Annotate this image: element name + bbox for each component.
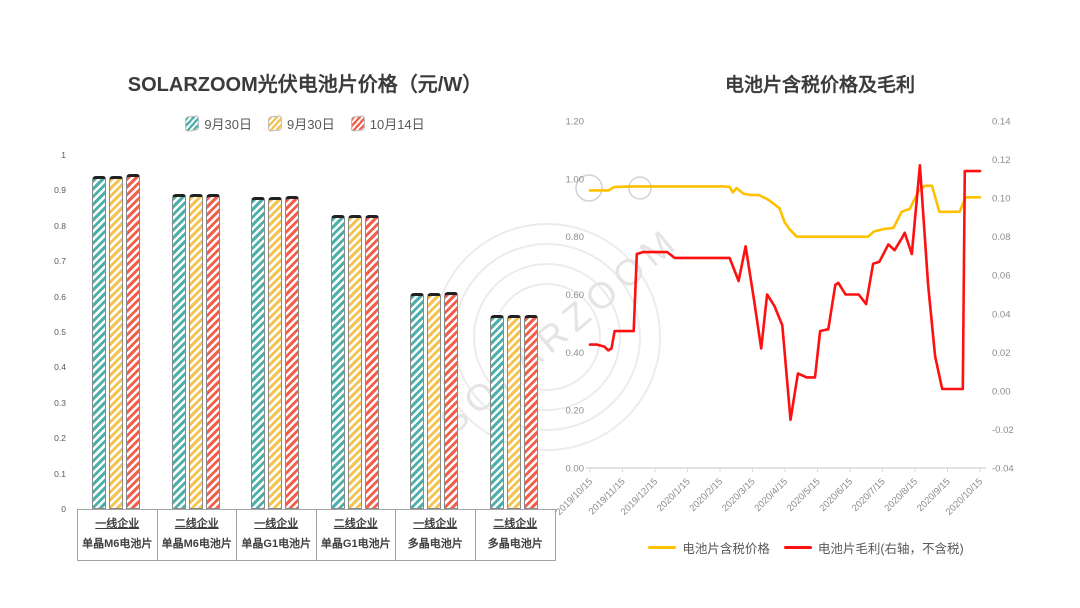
bar-y-axis-tick-label: 0.7	[54, 256, 66, 267]
bar-y-axis-tick-label: 0.9	[54, 185, 66, 196]
bar-legend-swatch-icon	[185, 115, 200, 132]
left-axis-tick-label: 0.00	[566, 464, 585, 475]
category-product-label: 单晶M6电池片	[161, 538, 232, 550]
bar-y-axis-tick-label: 1	[61, 150, 66, 160]
bar-1-series-2	[109, 176, 123, 509]
line-legend-label: 电池片含税价格	[682, 542, 770, 556]
right-axis-tick-label: 0.04	[992, 309, 1011, 320]
right-axis-tick-label: 0.12	[992, 155, 1011, 166]
category-product-label: 单晶G1电池片	[320, 538, 391, 550]
left-axis-tick-label: 0.20	[566, 406, 585, 417]
category-product-label: 多晶电池片	[407, 538, 463, 550]
bar-y-axis-tick-label: 0.8	[54, 220, 66, 231]
right-axis-tick-label: -0.04	[992, 464, 1014, 475]
right-axis-tick-label: 0.14	[992, 117, 1011, 128]
line-chart-title: 电池片含税价格及毛利	[724, 75, 915, 96]
bar-legend-label: 10月14日	[369, 117, 425, 132]
watermark-circle	[575, 174, 603, 202]
date-tick-label: 2020/4/15	[752, 476, 790, 514]
right-axis-tick-label: 0.08	[992, 232, 1011, 243]
left-axis-tick-label: 0.40	[566, 348, 585, 359]
right-axis-tick-label: 0.10	[992, 194, 1011, 205]
line-legend-swatch-icon	[783, 546, 812, 549]
bar-4-series-1	[330, 215, 345, 509]
bar-legend-swatch-icon	[268, 115, 282, 132]
watermark-circle	[628, 176, 652, 200]
right-axis-tick-label: 0.02	[992, 348, 1011, 359]
bar-6-series-3	[523, 315, 538, 509]
bar-5-series-1	[410, 293, 424, 509]
category-cell: 二线企业单晶M6电池片	[158, 510, 237, 560]
bar-chart-title: SOLARZOOM光伏电池片价格（元/W）	[127, 74, 483, 96]
category-product-label: 单晶G1电池片	[241, 538, 312, 550]
category-product-label: 单晶M6电池片	[82, 538, 153, 550]
line-legend-swatch-icon	[648, 546, 677, 549]
category-tier-label: 二线企业	[333, 518, 378, 530]
bar-y-axis-tick-label: 0.3	[54, 397, 66, 408]
date-tick-label: 2020/1/15	[655, 476, 693, 514]
right-axis-tick-label: -0.02	[992, 425, 1014, 436]
bar-legend-label: 9月30日	[287, 117, 335, 132]
bar-4-series-3	[364, 215, 379, 509]
line-legend-label: 电池片毛利(右轴，不含税)	[817, 542, 964, 556]
line-chart-svg: 2019/10/152019/11/152019/12/152020/1/152…	[554, 117, 1014, 518]
left-axis-tick-label: 0.60	[566, 290, 585, 301]
bar-chart-category-table: 一线企业 单晶M6电池片 二线企业 单晶M6电池片 一线企业 单晶G1电池片 二线企业 单晶G…	[77, 509, 556, 561]
date-tick-label: 2020/3/15	[720, 476, 758, 514]
left-axis-tick-label: 0.80	[566, 232, 585, 243]
price-line	[588, 184, 982, 238]
category-product-label: 多晶电池片	[487, 538, 543, 550]
bar-chart-plot-area	[78, 155, 555, 509]
bar-legend-item: 10月14日	[350, 114, 425, 133]
category-tier-label: 一线企业	[95, 518, 140, 530]
bar-2-series-2	[188, 193, 203, 509]
category-tier-label: 二线企业	[493, 518, 538, 530]
bar-y-axis-tick-label: 0.6	[54, 291, 66, 302]
bar-1-series-1	[92, 176, 106, 509]
bar-2-series-3	[205, 193, 220, 509]
category-tier-label: 一线企业	[254, 518, 299, 530]
bar-3-series-3	[285, 195, 299, 509]
bar-y-axis-tick-label: 0.4	[54, 362, 66, 373]
bar-3-series-2	[268, 197, 282, 509]
bar-legend-label: 9月30日	[204, 117, 253, 132]
line-chart-plot-area: 2019/10/15 2019/11/15 2019/12/15 2020/1/15 2…	[540, 100, 1080, 530]
right-axis-tick-label: 0.00	[992, 386, 1011, 397]
date-tick-label: 2020/7/15	[850, 476, 888, 514]
category-cell: 一线企业 多晶电池片	[396, 510, 476, 560]
bar-legend-item: 9月30日	[185, 114, 252, 133]
bar-5-series-2	[427, 293, 441, 509]
category-cell: 一线企业单晶M6电池片	[78, 510, 158, 560]
date-tick-label: 2020/2/15	[687, 476, 725, 514]
right-axis-tick-label: 0.06	[992, 271, 1011, 282]
bar-legend-item: 9月30日	[268, 114, 335, 133]
date-tick-label: 2020/5/15	[785, 476, 823, 514]
bar-legend-swatch-icon	[350, 115, 365, 132]
bar-4-series-2	[347, 215, 362, 509]
bar-6-series-1	[489, 315, 504, 509]
bar-3-series-1	[251, 197, 265, 509]
margin-line	[588, 164, 982, 422]
bar-y-axis-tick-label: 0.5	[54, 327, 66, 337]
date-tick-label: 2020/8/15	[882, 476, 920, 514]
bar-y-axis-tick-label: 0.1	[54, 468, 66, 479]
bar-5-series-3	[444, 292, 458, 509]
bar-chart-legend: 9月30日 9月30日 10月14日	[55, 114, 555, 133]
line-chart-legend: 电池片含税价格 电池片毛利(右轴，不含税)	[590, 538, 1030, 557]
bar-6-series-2	[506, 315, 521, 509]
category-cell: 二线企业单晶G1电池片	[317, 510, 396, 560]
bar-y-axis-tick-label: 0	[61, 504, 66, 514]
bar-y-axis-tick-label: 0.2	[54, 433, 66, 444]
bar-2-series-1	[171, 193, 186, 509]
category-cell: 一线企业单晶G1电池片	[237, 510, 317, 560]
date-tick-label: 2020/6/15	[817, 476, 855, 514]
bar-1-series-3	[126, 174, 140, 509]
category-tier-label: 一线企业	[413, 518, 458, 530]
left-axis-tick-label: 1.20	[566, 117, 585, 128]
left-axis-tick-label: 1.00	[566, 174, 585, 185]
category-cell: 二线企业 多晶电池片	[476, 510, 556, 560]
category-tier-label: 二线企业	[174, 518, 219, 530]
